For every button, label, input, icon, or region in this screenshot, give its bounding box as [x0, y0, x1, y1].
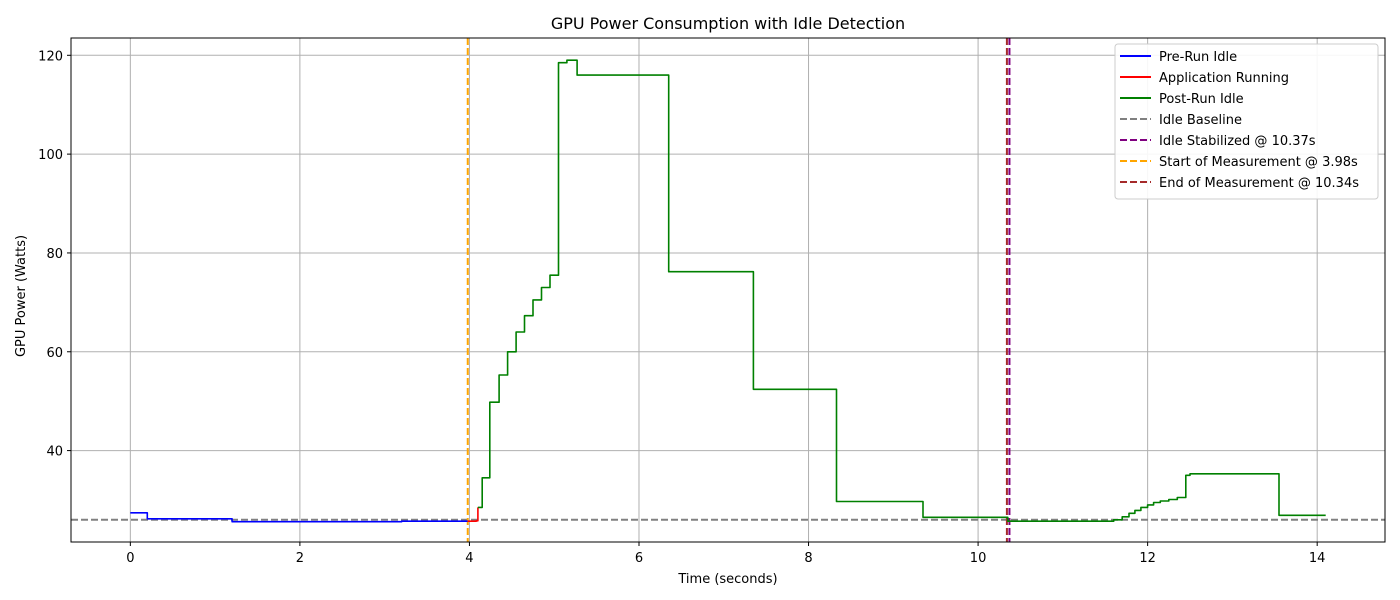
legend-label: Start of Measurement @ 3.98s: [1159, 155, 1358, 170]
x-tick-label: 4: [465, 551, 473, 566]
axis-ticks: 0 2 4 6 8 10 12 14 40 60 80 100 120: [38, 49, 1325, 566]
y-tick-label: 40: [46, 445, 63, 460]
y-tick-label: 60: [46, 346, 63, 361]
chart-title: GPU Power Consumption with Idle Detectio…: [551, 14, 905, 33]
x-tick-label: 0: [126, 551, 134, 566]
plot-frame: [70, 37, 1386, 543]
y-axis-label: GPU Power (Watts): [14, 235, 29, 357]
x-tick-label: 2: [296, 551, 304, 566]
x-tick-label: 12: [1139, 551, 1156, 566]
y-tick-label: 80: [46, 247, 63, 262]
x-tick-label: 14: [1309, 551, 1326, 566]
x-tick-label: 8: [804, 551, 812, 566]
legend-label: Application Running: [1159, 71, 1289, 86]
x-tick-label: 10: [970, 551, 987, 566]
legend: Pre-Run Idle Application Running Post-Run …: [1114, 43, 1379, 200]
y-tick-label: 120: [38, 49, 63, 64]
reference-lines: [71, 38, 1385, 542]
y-tick-label: 100: [38, 148, 63, 163]
legend-label: Post-Run Idle: [1159, 92, 1244, 107]
legend-label: End of Measurement @ 10.34s: [1159, 176, 1359, 191]
series-pre-run-idle: [130, 511, 468, 523]
legend-label: Idle Stabilized @ 10.37s: [1159, 134, 1316, 149]
x-axis-label: Time (seconds): [677, 572, 777, 587]
series-lines: [130, 59, 1326, 523]
series-application-running: [467, 507, 479, 522]
legend-box: [1114, 43, 1379, 200]
legend-label: Pre-Run Idle: [1159, 50, 1237, 65]
legend-label: Idle Baseline: [1159, 113, 1242, 128]
series-post-run-idle: [477, 59, 1326, 522]
x-tick-label: 6: [635, 551, 643, 566]
